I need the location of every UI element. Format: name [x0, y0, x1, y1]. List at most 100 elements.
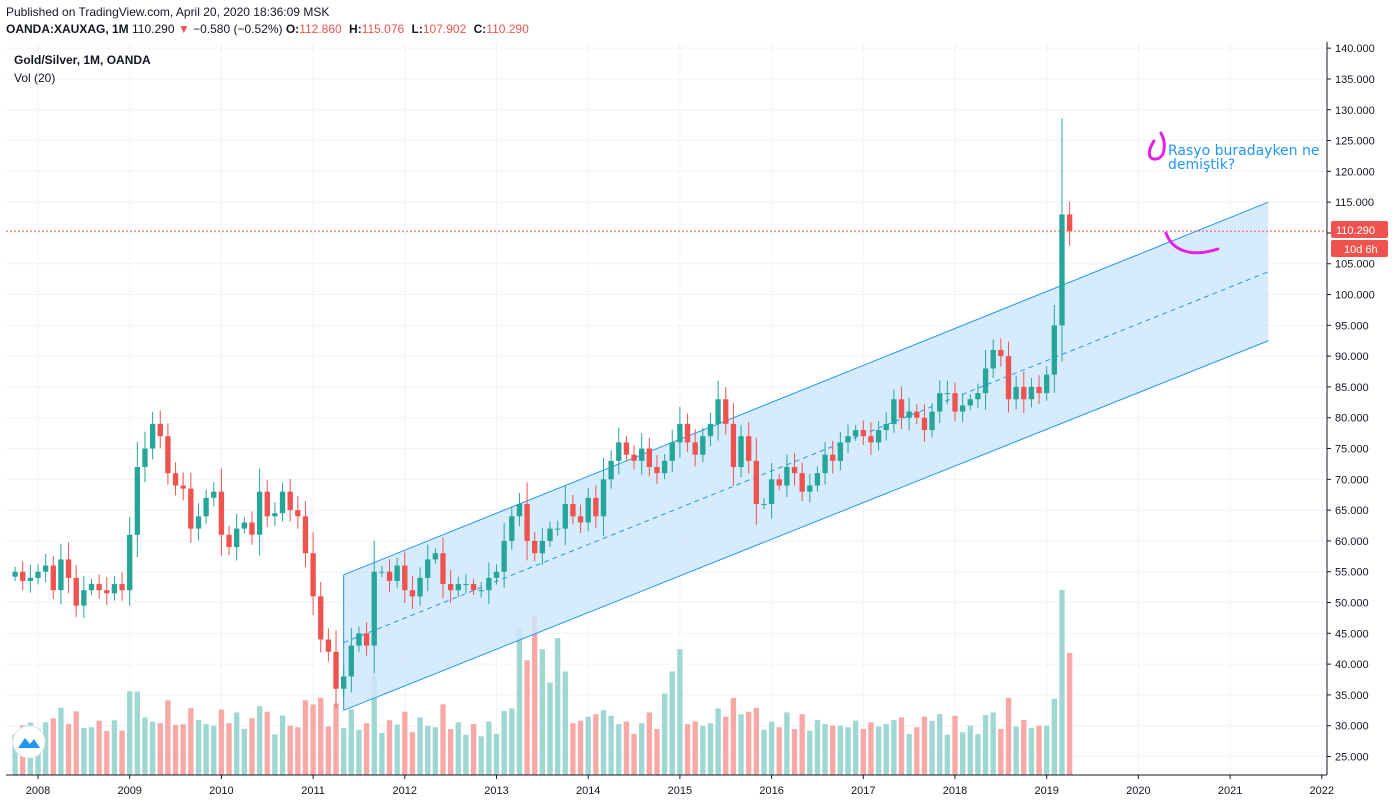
volume-bar: [180, 724, 186, 775]
volume-bar: [172, 724, 179, 775]
candle-body: [417, 577, 423, 597]
candle-body: [616, 442, 622, 461]
volume-bar: [211, 725, 217, 775]
regression-channel[interactable]: [343, 201, 1269, 711]
volume-bar: [318, 697, 324, 775]
price-tick-label: 45.000: [1335, 628, 1369, 640]
candle-body: [776, 479, 782, 486]
candle-body: [1013, 386, 1019, 400]
open-value: 112.860: [299, 22, 342, 36]
volume-bar: [1021, 719, 1027, 775]
candle-body: [371, 571, 377, 646]
candle-body: [646, 448, 653, 468]
volume-bar: [478, 736, 484, 775]
volume-bar: [746, 711, 752, 775]
candle-body: [730, 423, 737, 468]
candle-body: [937, 393, 943, 412]
volume-bar: [203, 724, 209, 775]
candle-body: [516, 503, 523, 517]
candle-body: [348, 645, 354, 677]
candle-body: [577, 516, 584, 523]
time-axis[interactable]: 2008 2009 2010 2011 2012 2013 2014 2015 2016 2017…: [6, 774, 1334, 797]
volume-bar: [639, 723, 645, 775]
volume-bar: [1013, 726, 1019, 775]
volume-bar: [295, 727, 301, 775]
price-tag: 110.290: [1331, 221, 1388, 238]
price-tick-label: 140.000: [1335, 43, 1375, 55]
volume-bar: [577, 720, 584, 775]
candle-body: [195, 516, 202, 529]
volume-bar: [493, 733, 500, 775]
candle-body: [165, 436, 171, 474]
candle-body: [363, 633, 370, 646]
candle-body: [386, 571, 393, 581]
volume-bar: [1005, 697, 1012, 775]
candle-body: [830, 454, 836, 461]
channel-lower-line: [343, 340, 1269, 711]
volume-bar: [654, 728, 660, 775]
low-label: L:: [411, 22, 423, 36]
volume-bar: [562, 671, 568, 775]
candle-body: [952, 393, 958, 412]
candle-body: [1005, 356, 1012, 400]
candle-body: [677, 423, 683, 443]
volume-bar: [822, 724, 828, 775]
high-label: H:: [349, 22, 362, 36]
candle-body: [562, 503, 568, 529]
price-tag-text: 110.290: [1336, 225, 1375, 237]
volume-bar: [1036, 725, 1042, 775]
annotation-line-2: demiştik?: [1168, 157, 1235, 173]
candle-body: [42, 565, 49, 572]
candle-body: [142, 448, 148, 468]
open-label: O:: [285, 22, 300, 36]
volume-bar: [1028, 728, 1035, 775]
candle-body: [402, 565, 408, 591]
volume-bar: [646, 712, 653, 775]
candle-body: [554, 528, 561, 530]
candle-body: [1044, 374, 1050, 394]
volume-bar: [799, 714, 805, 775]
volume-bar: [165, 700, 171, 775]
channel-fill: [343, 202, 1269, 711]
candle-body: [27, 577, 34, 581]
volume-bar: [906, 733, 912, 775]
candle-body: [50, 565, 56, 591]
time-tick-label: 2013: [484, 785, 508, 797]
volume-bar: [279, 715, 286, 775]
volume-bar: [81, 727, 87, 775]
candle-body: [509, 516, 515, 541]
candle-body: [295, 510, 301, 517]
volume-bar: [852, 720, 859, 775]
tradingview-logo[interactable]: [12, 725, 46, 759]
volume-bar: [547, 682, 553, 775]
candle-body: [791, 467, 798, 474]
candle-body: [684, 423, 691, 443]
volume-bar: [631, 733, 637, 775]
volume-bar: [287, 725, 293, 775]
volume-bar: [692, 721, 698, 775]
volume-bar: [768, 721, 775, 775]
candle-body: [12, 571, 18, 577]
candle-body: [570, 503, 576, 517]
volume-bar: [417, 717, 423, 775]
price-axis[interactable]: 25.000 30.000 35.000 40.000 45.000 50.000 55.0…: [1326, 42, 1375, 775]
candle-body: [88, 584, 95, 591]
time-tick-label: 2008: [26, 785, 50, 797]
time-tick-label: 2015: [668, 785, 692, 797]
volume-bar: [104, 730, 110, 775]
price-tick-label: 35.000: [1335, 690, 1369, 702]
volume-bar: [1066, 652, 1073, 775]
candle-body: [188, 488, 194, 529]
volume-bar: [730, 697, 737, 775]
candle-body: [875, 430, 882, 443]
volume-bar: [914, 727, 920, 775]
volume-bar: [875, 726, 882, 775]
volume-bar: [837, 725, 844, 775]
candle-body: [723, 399, 729, 424]
volume-bar: [982, 715, 989, 775]
annotation[interactable]: Rasyo buradayken ne demiştik?: [1147, 131, 1319, 255]
volume-bar: [142, 717, 148, 775]
candle-body: [501, 540, 507, 572]
candle-body: [1021, 386, 1027, 400]
